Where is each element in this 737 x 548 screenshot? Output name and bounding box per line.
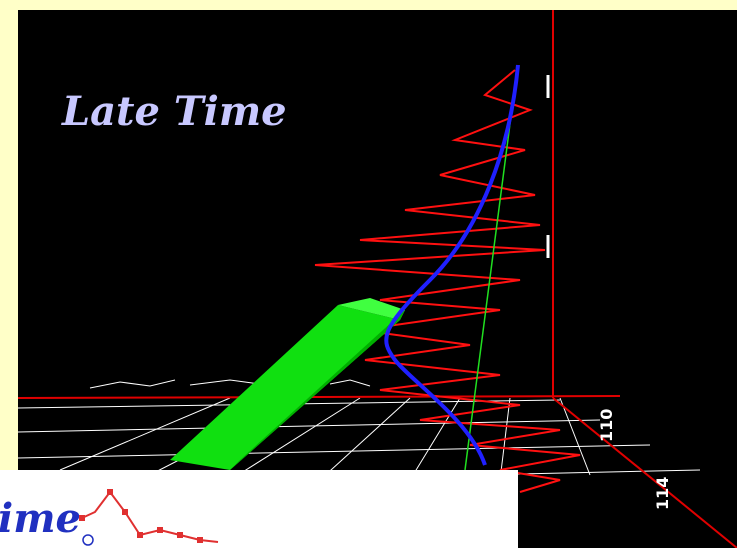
axis-label: 110 — [597, 409, 616, 442]
logo-icon — [82, 534, 94, 546]
floor-grid — [17, 379, 701, 486]
render-view — [18, 10, 737, 548]
logo-text: ime — [0, 495, 81, 542]
slide-title: Late Time — [61, 88, 287, 135]
bar-side — [170, 305, 400, 470]
axis-frame — [17, 10, 737, 548]
center-curve — [384, 64, 520, 466]
logo-markers — [79, 489, 203, 543]
reference-line — [464, 69, 518, 471]
bar-edge — [230, 310, 405, 470]
bar-top — [338, 298, 405, 320]
axis-label: 114 — [653, 477, 672, 510]
oscillation-trace — [314, 69, 581, 493]
